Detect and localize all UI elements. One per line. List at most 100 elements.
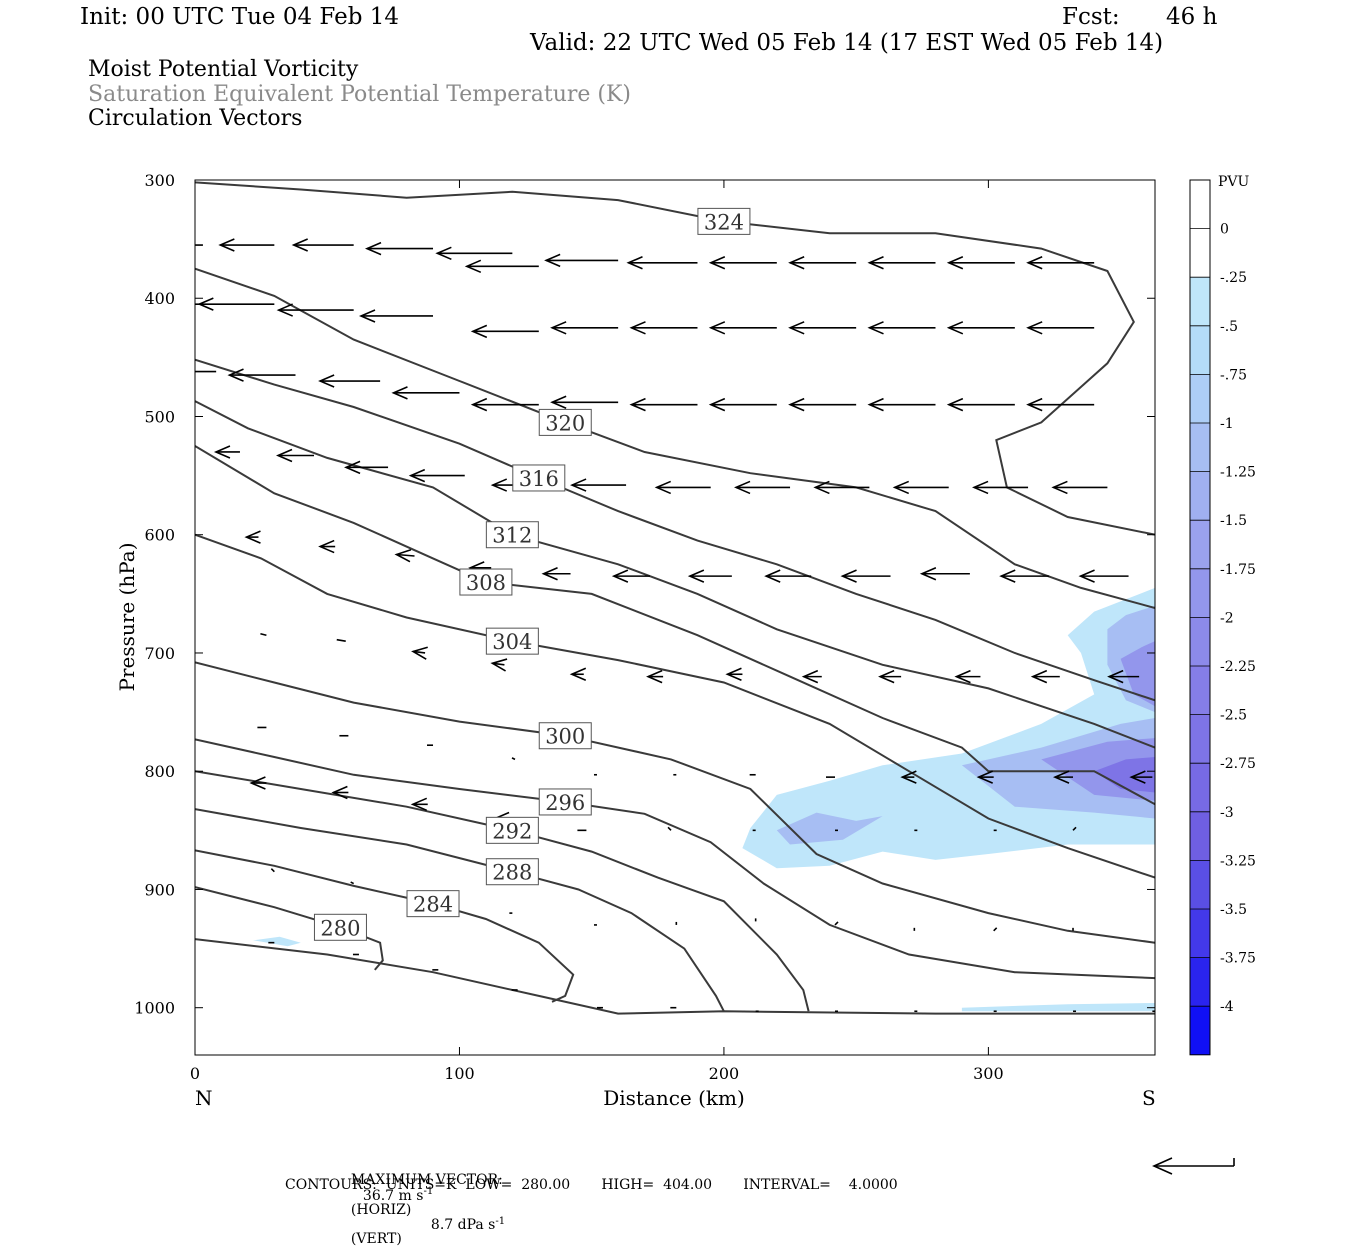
wind-vector: [275, 448, 315, 463]
wind-vector-shaft: [270, 868, 275, 873]
wind-vector: [867, 397, 936, 412]
wind-vector: [270, 868, 275, 873]
colorbar-label: -1.5: [1220, 513, 1247, 529]
wind-vector: [900, 770, 917, 784]
wind-vector: [946, 256, 1015, 270]
wind-vector-head: [550, 321, 567, 335]
wind-vector: [249, 776, 267, 790]
wind-vector: [834, 921, 839, 926]
wind-vector: [1026, 256, 1095, 270]
wind-vector-head: [946, 256, 964, 270]
wind-vector-head: [919, 567, 937, 581]
contour-label-box: [697, 207, 751, 235]
wind-vector: [1030, 669, 1060, 684]
wind-vector: [410, 797, 428, 812]
wind-vector-head: [708, 397, 726, 412]
contour-label-text: 292: [492, 819, 532, 843]
contour-label-292: 292: [485, 816, 539, 844]
wind-vector-head: [764, 569, 781, 583]
pv-region: [1120, 641, 1155, 707]
wind-vector-head: [408, 468, 426, 483]
contour-label-text: 316: [519, 467, 559, 491]
wind-vector-head: [213, 445, 231, 459]
max-vert-unit: (VERT): [350, 1231, 402, 1247]
max-horiz-unit: (HORIZ): [350, 1201, 412, 1218]
colorbar-swatch: [1190, 277, 1210, 326]
wind-vector: [435, 246, 513, 261]
wind-vector-head: [1051, 480, 1068, 495]
wind-vector: [195, 244, 203, 246]
wind-vector-head: [976, 770, 993, 784]
wind-vector: [344, 460, 389, 475]
wind-vector-head: [490, 478, 508, 492]
wind-vector-head: [249, 776, 266, 790]
max-horiz-exponent: -1: [423, 1186, 434, 1197]
contour-label-312: 312: [485, 521, 539, 549]
axes-layer: 300 400 500 600 700 800 900 1000 0 100 200 300: [134, 171, 1155, 1083]
wind-vector: [788, 256, 857, 270]
wind-vector-head: [725, 667, 742, 681]
wind-vector-head: [218, 238, 235, 252]
wind-vector: [544, 253, 619, 268]
wind-vector: [687, 569, 732, 583]
colorbar-label: -2.75: [1220, 756, 1256, 772]
colorbar-label: 0: [1220, 222, 1229, 238]
max-horiz-value: 36.7 m s: [362, 1187, 424, 1204]
wind-vector: [1078, 569, 1129, 583]
wind-vector: [708, 321, 777, 335]
wind-vector-head: [544, 253, 561, 268]
pv-fill-layer: [253, 587, 1155, 1012]
wind-vector-head: [867, 397, 884, 412]
wind-vector: [999, 569, 1050, 583]
wind-vector-shaft: [1072, 826, 1077, 831]
wind-vector-head: [900, 770, 917, 784]
wind-vector: [227, 368, 296, 382]
contour-label-316: 316: [512, 464, 566, 492]
colorbar-units: PVU: [1218, 174, 1250, 190]
wind-vector-head: [470, 397, 488, 412]
x-tick-label: 0: [190, 1064, 200, 1083]
wind-vector: [840, 569, 891, 583]
wind-vector-head: [174, 366, 188, 378]
colorbar-swatch: [1190, 763, 1210, 812]
wind-vector-head: [654, 480, 672, 495]
wind-vector: [788, 321, 857, 335]
contours-info: CONTOURS: UNITS=K LOW= 280.00 HIGH= 404.…: [285, 1177, 898, 1193]
colorbar-label: -3.75: [1220, 951, 1256, 967]
wind-vector: [734, 480, 791, 495]
wind-vector: [919, 567, 970, 581]
wind-vector: [394, 548, 415, 563]
wind-vector: [260, 632, 267, 637]
contour-label-284: 284: [406, 890, 460, 918]
colorbar-swatch: [1190, 180, 1210, 229]
wind-vector: [993, 927, 998, 932]
wind-vector: [946, 397, 1015, 412]
x-end-label-south: S: [1142, 1086, 1156, 1110]
wind-vector-head: [550, 395, 567, 410]
wind-vector-head: [490, 658, 508, 672]
wind-vector-head: [358, 309, 376, 323]
contour-line: [195, 181, 1155, 536]
field-title-vectors: Circulation Vectors: [88, 106, 303, 131]
wind-vector-head: [867, 256, 884, 270]
wind-vector-head: [464, 259, 482, 274]
wind-vector: [813, 480, 870, 495]
colorbar-label: -2.5: [1220, 708, 1247, 724]
wind-vector-head: [244, 530, 261, 544]
wind-vector: [350, 881, 355, 885]
wind-vector-head: [646, 669, 663, 684]
colorbar-swatch: [1190, 325, 1210, 375]
contour-label-308: 308: [459, 568, 513, 596]
wind-vector-shaft: [993, 927, 998, 932]
contour-label-box: [406, 890, 460, 918]
wind-vector-head: [946, 321, 964, 335]
wind-vector: [667, 826, 672, 831]
wind-vector: [867, 321, 936, 335]
contour-label-text: 288: [492, 861, 532, 885]
cross-section-chart: 324 320 316 312 308 304 300 296 292 288 284 280 300…: [115, 171, 1256, 1110]
wind-vector: [541, 567, 571, 581]
wind-vector: [276, 303, 354, 317]
wind-vector: [213, 445, 240, 459]
wind-vector-head: [1107, 669, 1124, 684]
wind-vector-shaft: [667, 826, 672, 831]
